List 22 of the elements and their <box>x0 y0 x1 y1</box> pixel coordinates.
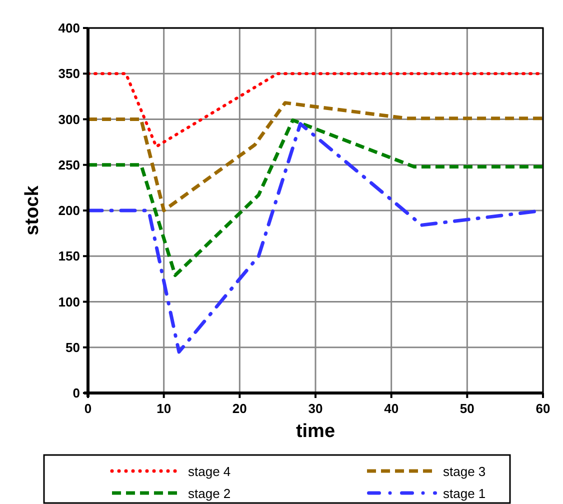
y-tick-label: 200 <box>58 203 80 218</box>
y-axis-title: stock <box>22 185 43 236</box>
x-tick-label: 50 <box>460 401 474 416</box>
y-tick-label: 350 <box>58 66 80 82</box>
legend-label: stage 1 <box>443 486 486 501</box>
x-tick-label: 30 <box>308 401 323 416</box>
y-tick-label: 50 <box>66 340 80 355</box>
legend-label: stage 2 <box>188 486 231 501</box>
y-tick-label: 250 <box>58 157 80 172</box>
x-tick-label: 10 <box>156 401 172 416</box>
legend-label: stage 3 <box>443 464 486 479</box>
y-tick-label: 100 <box>58 294 80 310</box>
x-axis-title: time <box>296 421 336 442</box>
y-tick-label: 150 <box>58 248 80 264</box>
x-tick-label: 60 <box>536 401 550 416</box>
y-tick-label: 0 <box>72 386 80 400</box>
x-tick-label: 0 <box>84 401 92 416</box>
y-tick-label: 400 <box>58 20 80 36</box>
x-tick-label: 20 <box>232 401 247 416</box>
x-tick-label: 40 <box>384 401 399 416</box>
legend-label: stage 4 <box>188 464 231 479</box>
y-tick-label: 300 <box>58 112 80 127</box>
